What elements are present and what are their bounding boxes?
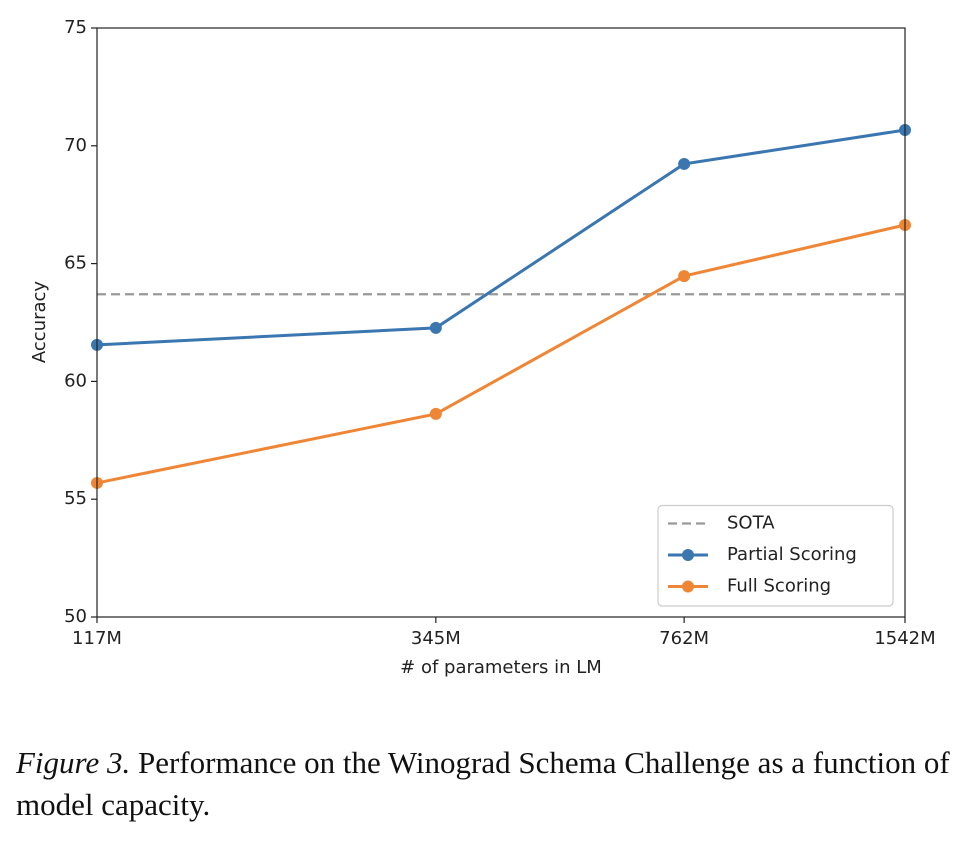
y-tick-label: 65 <box>64 253 87 274</box>
caption-text: Performance on the Winograd Schema Chall… <box>16 745 950 822</box>
series-line <box>96 223 906 485</box>
x-tick-label: 117M <box>72 628 122 649</box>
x-tick-label: 762M <box>659 628 709 649</box>
series-line <box>96 128 906 347</box>
x-tick-label: 1542M <box>874 628 935 649</box>
legend-box <box>657 504 894 607</box>
legend-label: Full Scoring <box>727 576 831 597</box>
legend-marker <box>682 580 694 593</box>
legend-label: SOTA <box>727 513 775 534</box>
y-tick-label: 75 <box>64 17 87 38</box>
x-tick-label: 345M <box>411 628 461 649</box>
data-point <box>678 270 691 283</box>
caption-label: Figure 3. <box>16 745 131 780</box>
data-point <box>429 321 442 334</box>
y-tick-label: 70 <box>64 135 87 156</box>
y-tick-label: 60 <box>64 370 87 391</box>
data-point <box>678 157 691 170</box>
legend-label: Partial Scoring <box>727 544 857 565</box>
data-point <box>429 407 442 420</box>
x-axis-label: # of parameters in LM <box>400 657 602 678</box>
legend-marker <box>682 549 694 561</box>
y-tick-label: 50 <box>64 606 87 627</box>
plot-frame <box>96 27 906 618</box>
y-tick-label: 55 <box>64 488 87 509</box>
caption: Figure 3. Performance on the Winograd Sc… <box>16 742 961 826</box>
y-axis-label: Accuracy <box>29 281 50 364</box>
chart: # of parameters in LM Accuracy 50 55 60 65 7… <box>29 17 936 678</box>
